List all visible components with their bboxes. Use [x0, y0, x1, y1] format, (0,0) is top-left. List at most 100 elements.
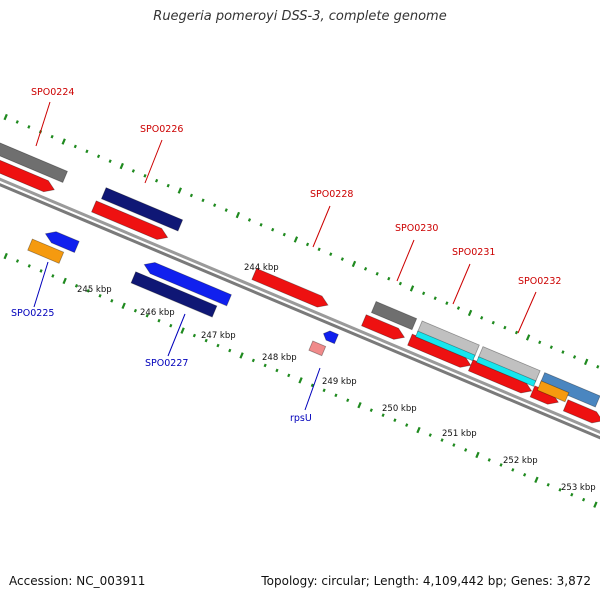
inner-tick — [440, 438, 444, 442]
inner-tick — [511, 468, 515, 472]
inner-tick — [62, 277, 67, 285]
inner-tick — [39, 269, 43, 273]
inner-tick — [98, 294, 102, 298]
gene-arrow — [539, 372, 600, 408]
gene-arrow — [370, 300, 418, 331]
inner-tick — [369, 408, 373, 413]
inner-tick — [86, 289, 90, 293]
inner-tick — [51, 274, 55, 278]
outer-tick — [96, 154, 101, 159]
outer-tick — [340, 257, 344, 261]
scale-label: 253 kbp — [561, 483, 596, 493]
gene-arrow — [536, 380, 570, 403]
outer-tick — [317, 247, 321, 252]
outer-tick — [491, 320, 495, 325]
outer-tick — [549, 345, 553, 350]
gene-arrow — [0, 159, 55, 193]
inner-tick — [145, 313, 149, 318]
inner-tick — [487, 458, 491, 462]
gene-arrow — [0, 142, 68, 183]
outer-tick — [538, 340, 542, 345]
inner-tick — [334, 393, 338, 398]
inner-tick — [298, 377, 303, 384]
outer-tick — [467, 309, 473, 317]
inner-tick — [357, 402, 362, 409]
scale-label: 248 kbp — [262, 353, 297, 363]
gene-arrow — [322, 330, 339, 345]
gene-label: SPO0225 — [11, 308, 54, 319]
inner-tick — [464, 448, 468, 452]
outer-tick — [3, 113, 8, 121]
inner-tick — [204, 338, 208, 343]
inner-tick — [263, 363, 267, 368]
scale-label: 245 kbp — [77, 285, 112, 295]
outer-tick — [514, 330, 519, 335]
gene-leader-line — [35, 101, 51, 147]
outer-tick — [259, 222, 263, 227]
gene-label: SPO0231 — [452, 247, 495, 258]
inner-tick — [475, 451, 480, 459]
gene-arrow — [143, 262, 232, 307]
gene-arrow — [130, 271, 218, 318]
outer-tick — [422, 291, 426, 296]
scale-label: 244 kbp — [244, 263, 279, 273]
outer-tick — [166, 183, 170, 188]
gene-label: SPO0228 — [310, 189, 353, 200]
outer-tick — [61, 138, 66, 145]
outer-tick — [351, 260, 357, 268]
inner-tick — [3, 252, 8, 260]
scale-label: 246 kbp — [140, 308, 175, 318]
outer-tick — [213, 203, 217, 208]
gene-arrow — [475, 356, 537, 387]
inner-tick — [570, 492, 574, 497]
backbone-line-inner — [0, 183, 600, 440]
outer-tick — [445, 301, 449, 305]
inner-tick — [534, 476, 539, 484]
outer-tick — [189, 193, 194, 198]
inner-tick — [192, 333, 196, 338]
inner-tick — [499, 463, 503, 467]
outer-tick — [561, 350, 565, 354]
inner-tick — [346, 398, 350, 403]
gene-arrow — [27, 238, 65, 264]
inner-tick — [15, 259, 20, 263]
outer-tick — [27, 125, 31, 129]
inner-tick — [251, 358, 255, 363]
gene-label: rpsU — [290, 413, 312, 424]
gene-arrow — [91, 200, 169, 240]
backbone-line-outer — [0, 177, 600, 434]
outer-tick — [503, 325, 507, 330]
gene-leader-line — [167, 313, 186, 357]
outer-tick — [433, 296, 437, 301]
inner-tick — [228, 348, 232, 353]
outer-tick — [235, 211, 241, 219]
inner-tick — [310, 383, 314, 388]
inner-tick — [428, 433, 432, 437]
inner-tick — [593, 501, 598, 508]
outer-tick — [282, 232, 286, 237]
inner-tick — [546, 482, 550, 487]
inner-tick — [416, 426, 421, 434]
inner-tick — [216, 343, 220, 348]
inner-tick — [582, 497, 586, 502]
inner-tick — [405, 423, 409, 427]
outer-tick — [131, 169, 135, 173]
outer-tick — [15, 120, 19, 124]
outer-tick — [247, 218, 252, 222]
outer-tick — [363, 267, 368, 271]
gene-leader-line — [452, 263, 471, 305]
gene-leader-line — [33, 261, 49, 308]
inner-tick — [121, 302, 126, 309]
gene-leader-line — [396, 239, 415, 282]
gene-arrow — [415, 330, 476, 362]
inner-tick — [523, 473, 527, 477]
gene-arrow — [251, 267, 329, 308]
gene-leader-line — [517, 291, 537, 334]
scale-label: 249 kbp — [322, 377, 357, 387]
scale-label: 251 kbp — [442, 429, 477, 439]
outer-tick — [108, 159, 112, 163]
inner-tick — [110, 298, 114, 303]
inner-tick — [169, 323, 173, 328]
gene-arrow — [44, 231, 80, 253]
